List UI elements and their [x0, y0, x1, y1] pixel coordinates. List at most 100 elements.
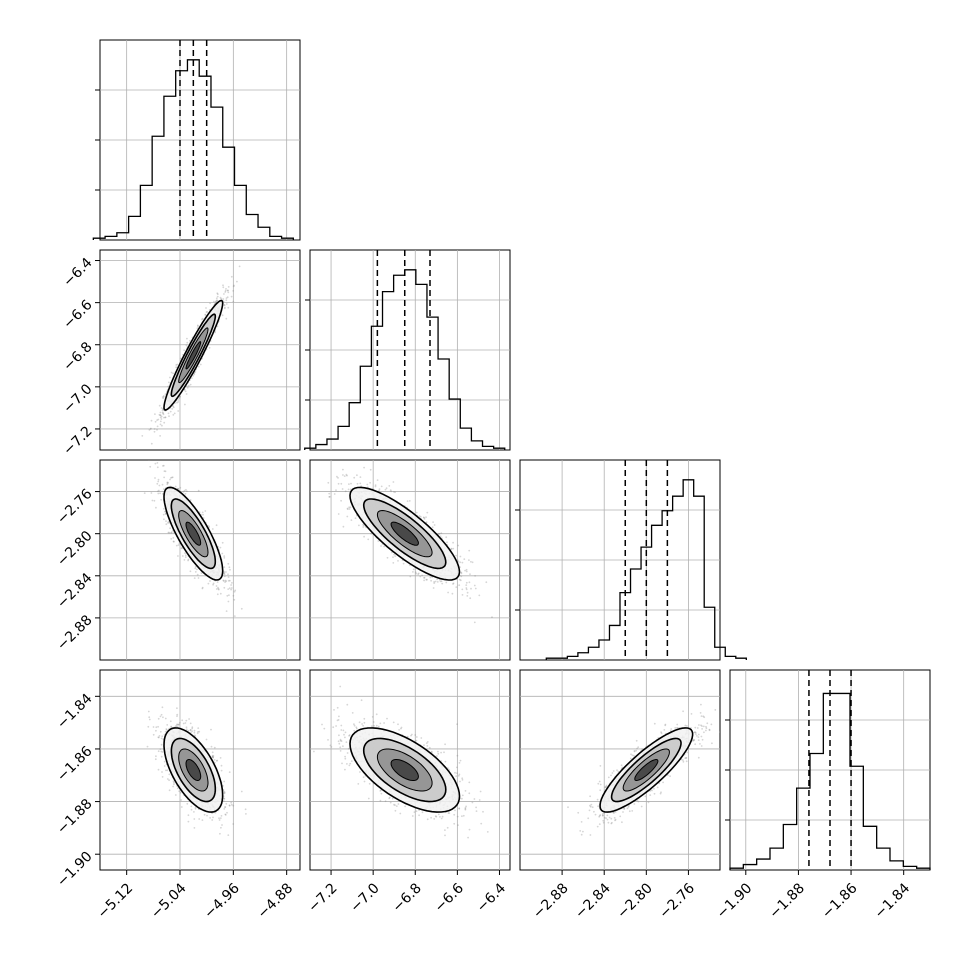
scatter-point: [170, 531, 173, 534]
scatter-point: [226, 296, 229, 299]
scatter-point: [423, 576, 425, 579]
scatter-point: [224, 291, 227, 293]
scatter-point: [148, 718, 151, 721]
scatter-point: [153, 428, 156, 430]
scatter-point: [165, 520, 167, 522]
histogram-panel-3: [725, 669, 931, 871]
scatter-point: [160, 415, 163, 418]
scatter-point: [187, 729, 190, 732]
scatter-point: [201, 586, 204, 589]
scatter-point: [224, 306, 226, 309]
scatter-point: [438, 532, 440, 535]
scatter-point: [225, 303, 228, 305]
scatter-point: [469, 597, 472, 600]
scatter-point: [176, 363, 179, 366]
scatter-point: [184, 722, 187, 724]
scatter-point: [184, 556, 187, 559]
scatter-point: [191, 377, 193, 379]
scatter-point: [384, 488, 387, 491]
scatter-point: [185, 393, 188, 395]
scatter-point: [161, 776, 164, 778]
scatter-point: [363, 466, 365, 469]
density-contour: [185, 521, 202, 546]
scatter-point: [223, 293, 225, 295]
scatter-point: [455, 554, 457, 557]
scatter-point: [215, 300, 218, 303]
scatter-point: [161, 706, 164, 709]
scatter-point: [162, 412, 165, 415]
scatter-point: [196, 573, 199, 576]
scatter-point: [204, 314, 207, 316]
scatter-point: [168, 522, 171, 524]
scatter-point: [185, 488, 187, 491]
scatter-point: [152, 733, 155, 736]
scatter-point: [219, 832, 221, 835]
scatter-point: [374, 485, 377, 488]
scatter-point: [163, 416, 165, 419]
scatter-point: [171, 476, 173, 479]
scatter-point: [417, 572, 420, 575]
scatter-point: [350, 519, 353, 521]
scatter-point: [436, 581, 439, 583]
scatter-point: [341, 488, 344, 490]
scatter-point: [452, 583, 454, 585]
scatter-point: [169, 527, 172, 530]
scatter-point: [337, 477, 339, 479]
scatter-point: [159, 492, 162, 495]
scatter-point: [170, 726, 173, 729]
scatter-point: [466, 595, 469, 597]
scatter-point: [173, 781, 175, 784]
scatter-point: [161, 396, 164, 398]
scatter-point: [190, 808, 193, 811]
scatter-point: [227, 291, 230, 294]
scatter-point: [218, 819, 221, 821]
scatter-point: [414, 571, 417, 574]
scatter-point: [225, 317, 228, 320]
scatter-point: [155, 506, 157, 509]
scatter-point: [349, 506, 352, 509]
scatter-point: [461, 561, 464, 564]
scatter-point: [215, 297, 218, 300]
scatter-point: [223, 304, 226, 306]
scatter-point: [194, 567, 197, 570]
scatter-point: [165, 769, 167, 772]
scatter-point: [160, 755, 163, 758]
scatter-point: [230, 584, 233, 586]
scatter-point: [459, 579, 462, 582]
scatter-point: [370, 532, 372, 535]
scatter-point: [158, 404, 161, 407]
scatter-point: [141, 435, 144, 437]
scatter-point: [164, 470, 167, 473]
scatter-point: [178, 542, 181, 545]
scatter-point: [328, 492, 331, 495]
scatter-point: [194, 371, 197, 373]
scatter-point: [176, 401, 178, 404]
scatter-point: [345, 473, 348, 476]
scatter-point: [367, 538, 370, 541]
scatter-point: [204, 510, 207, 512]
scatter-point: [184, 552, 186, 555]
scatter-point: [181, 547, 184, 550]
scatter-point: [236, 280, 238, 283]
scatter-point: [231, 582, 233, 584]
scatter-point: [459, 561, 462, 564]
scatter-point: [378, 489, 380, 492]
scatter-point: [189, 570, 192, 573]
scatter-point: [425, 516, 427, 519]
scatter-point: [221, 824, 223, 826]
scatter-point: [176, 707, 178, 710]
scatter-point: [230, 275, 233, 278]
scatter-point: [433, 582, 436, 584]
scatter-point: [170, 477, 172, 479]
scatter-point: [441, 582, 444, 585]
scatter-point: [205, 307, 207, 309]
scatter-point: [201, 587, 204, 590]
scatter-point: [162, 395, 165, 397]
scatter-point: [169, 410, 172, 413]
scatter-point: [181, 555, 184, 557]
scatter-point: [143, 492, 146, 494]
scatter-point: [376, 479, 379, 481]
scatter-point: [223, 575, 226, 578]
scatter-point: [473, 584, 476, 587]
scatter-point: [226, 811, 228, 814]
